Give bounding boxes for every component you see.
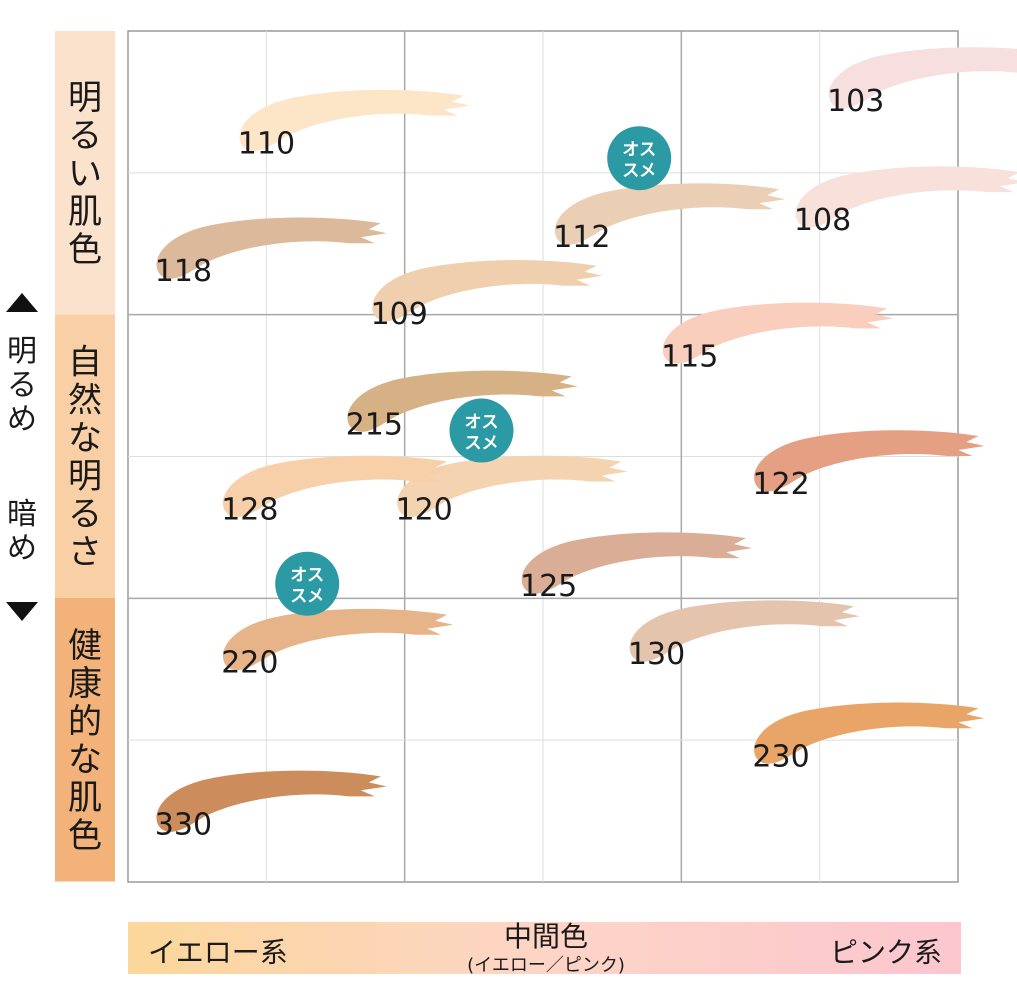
y-band-1-char: な xyxy=(68,418,102,458)
brightness-indicator: 明るめ 暗め xyxy=(6,293,38,621)
shade-label-130: 130 xyxy=(628,637,685,672)
shade-label-122: 122 xyxy=(752,467,809,502)
swatch-215: 215 xyxy=(346,370,578,442)
x-axis-bar: イエロー系 中間色 (イエロー／ピンク) ピンク系 xyxy=(128,920,961,976)
swatch-118: 118 xyxy=(155,217,387,289)
shade-label-128: 128 xyxy=(221,493,278,528)
y-band-1-char: 然 xyxy=(68,380,102,420)
swatch-125: 125 xyxy=(520,532,752,604)
shade-label-112: 112 xyxy=(553,220,610,255)
y-band-0-char: 肌 xyxy=(68,192,102,232)
y-band-1 xyxy=(55,314,115,598)
recommend-badge-120 xyxy=(449,398,514,463)
shade-label-118: 118 xyxy=(155,254,212,289)
swatch-stroke-122 xyxy=(754,430,985,492)
recommend-badge-text-220: スメ xyxy=(290,587,324,607)
y-band-2-char: 康 xyxy=(68,664,102,704)
swatch-stroke-118 xyxy=(156,217,387,279)
y-band-1-char: さ xyxy=(68,532,102,572)
swatch-stroke-220 xyxy=(222,608,454,671)
swatch-230: 230 xyxy=(752,702,985,774)
shade-label-230: 230 xyxy=(752,739,809,774)
swatch-130: 130 xyxy=(628,600,860,672)
swatch-115: 115 xyxy=(661,302,894,374)
swatch-103: 103 xyxy=(827,47,1017,119)
swatch-stroke-120 xyxy=(397,455,628,517)
y-band-2 xyxy=(55,598,115,882)
shade-label-220: 220 xyxy=(221,646,278,681)
recommend-badge-text-112: スメ xyxy=(622,161,656,181)
y-band-2-char: な xyxy=(68,740,102,780)
y-band-1-char: 明 xyxy=(68,456,102,496)
x-label-pink: ピンク系 xyxy=(830,936,942,969)
swatch-stroke-330 xyxy=(156,770,387,832)
swatch-stroke-109 xyxy=(372,260,603,322)
swatch-stroke-108 xyxy=(795,166,1017,228)
y-band-1-char: る xyxy=(68,494,102,534)
swatch-122: 122 xyxy=(752,430,985,502)
up-arrow-icon xyxy=(6,293,38,312)
swatch-stroke-112 xyxy=(554,183,786,245)
x-label-middle: 中間色 xyxy=(504,920,588,953)
swatch-110: 110 xyxy=(238,89,470,162)
shade-label-330: 330 xyxy=(155,807,212,842)
y-band-2-char: 肌 xyxy=(68,778,102,818)
swatch-stroke-125 xyxy=(521,532,752,594)
swatch-stroke-128 xyxy=(222,455,454,517)
y-band-0-char: 明 xyxy=(68,78,102,118)
recommend-badge-220 xyxy=(275,551,340,616)
swatch-stroke-103 xyxy=(828,47,1017,109)
brightness-down-char-1: 暗め xyxy=(7,497,37,566)
y-band-0-char: 色 xyxy=(68,230,102,270)
down-arrow-icon xyxy=(6,602,38,621)
swatch-330: 330 xyxy=(155,770,387,842)
recommend-badge-text-120: オス xyxy=(465,413,499,433)
swatch-stroke-215 xyxy=(347,370,578,432)
shade-label-215: 215 xyxy=(346,407,403,442)
shade-label-125: 125 xyxy=(520,569,577,604)
recommend-badge-text-220: オス xyxy=(290,566,324,586)
recommend-badge-112 xyxy=(607,126,672,191)
swatch-109: 109 xyxy=(371,260,603,332)
shade-label-109: 109 xyxy=(371,297,428,332)
shade-label-120: 120 xyxy=(396,493,453,528)
y-band-1-char: 自 xyxy=(68,342,102,382)
recommend-badge-text-112: オス xyxy=(622,140,656,160)
y-band-0-char: い xyxy=(68,154,102,194)
x-label-middle-sub: (イエロー／ピンク) xyxy=(467,955,625,976)
swatch-stroke-115 xyxy=(662,302,894,364)
x-label-yellow: イエロー系 xyxy=(148,936,288,969)
shade-label-108: 108 xyxy=(794,203,851,238)
shade-label-110: 110 xyxy=(238,127,295,162)
y-band-0-char: る xyxy=(68,116,102,156)
shade-label-103: 103 xyxy=(827,84,884,119)
swatch-stroke-130 xyxy=(629,600,860,662)
y-band-0 xyxy=(55,31,115,315)
y-band-2-char: 色 xyxy=(68,816,102,856)
swatch-128: 128 xyxy=(221,455,454,528)
brightness-up-char-1: 明るめ xyxy=(7,334,37,437)
shade-label-115: 115 xyxy=(661,339,718,374)
y-band-2-char: 的 xyxy=(68,702,102,742)
swatch-stroke-230 xyxy=(754,702,985,764)
y-band-2-char: 健 xyxy=(68,626,102,666)
x-axis-gradient xyxy=(128,922,961,974)
swatch-group: 103110108112オススメ118109115215122120オススメ12… xyxy=(155,47,1017,842)
swatch-stroke-110 xyxy=(239,89,470,152)
recommend-badge-text-120: スメ xyxy=(465,434,499,454)
swatch-108: 108 xyxy=(794,166,1017,238)
